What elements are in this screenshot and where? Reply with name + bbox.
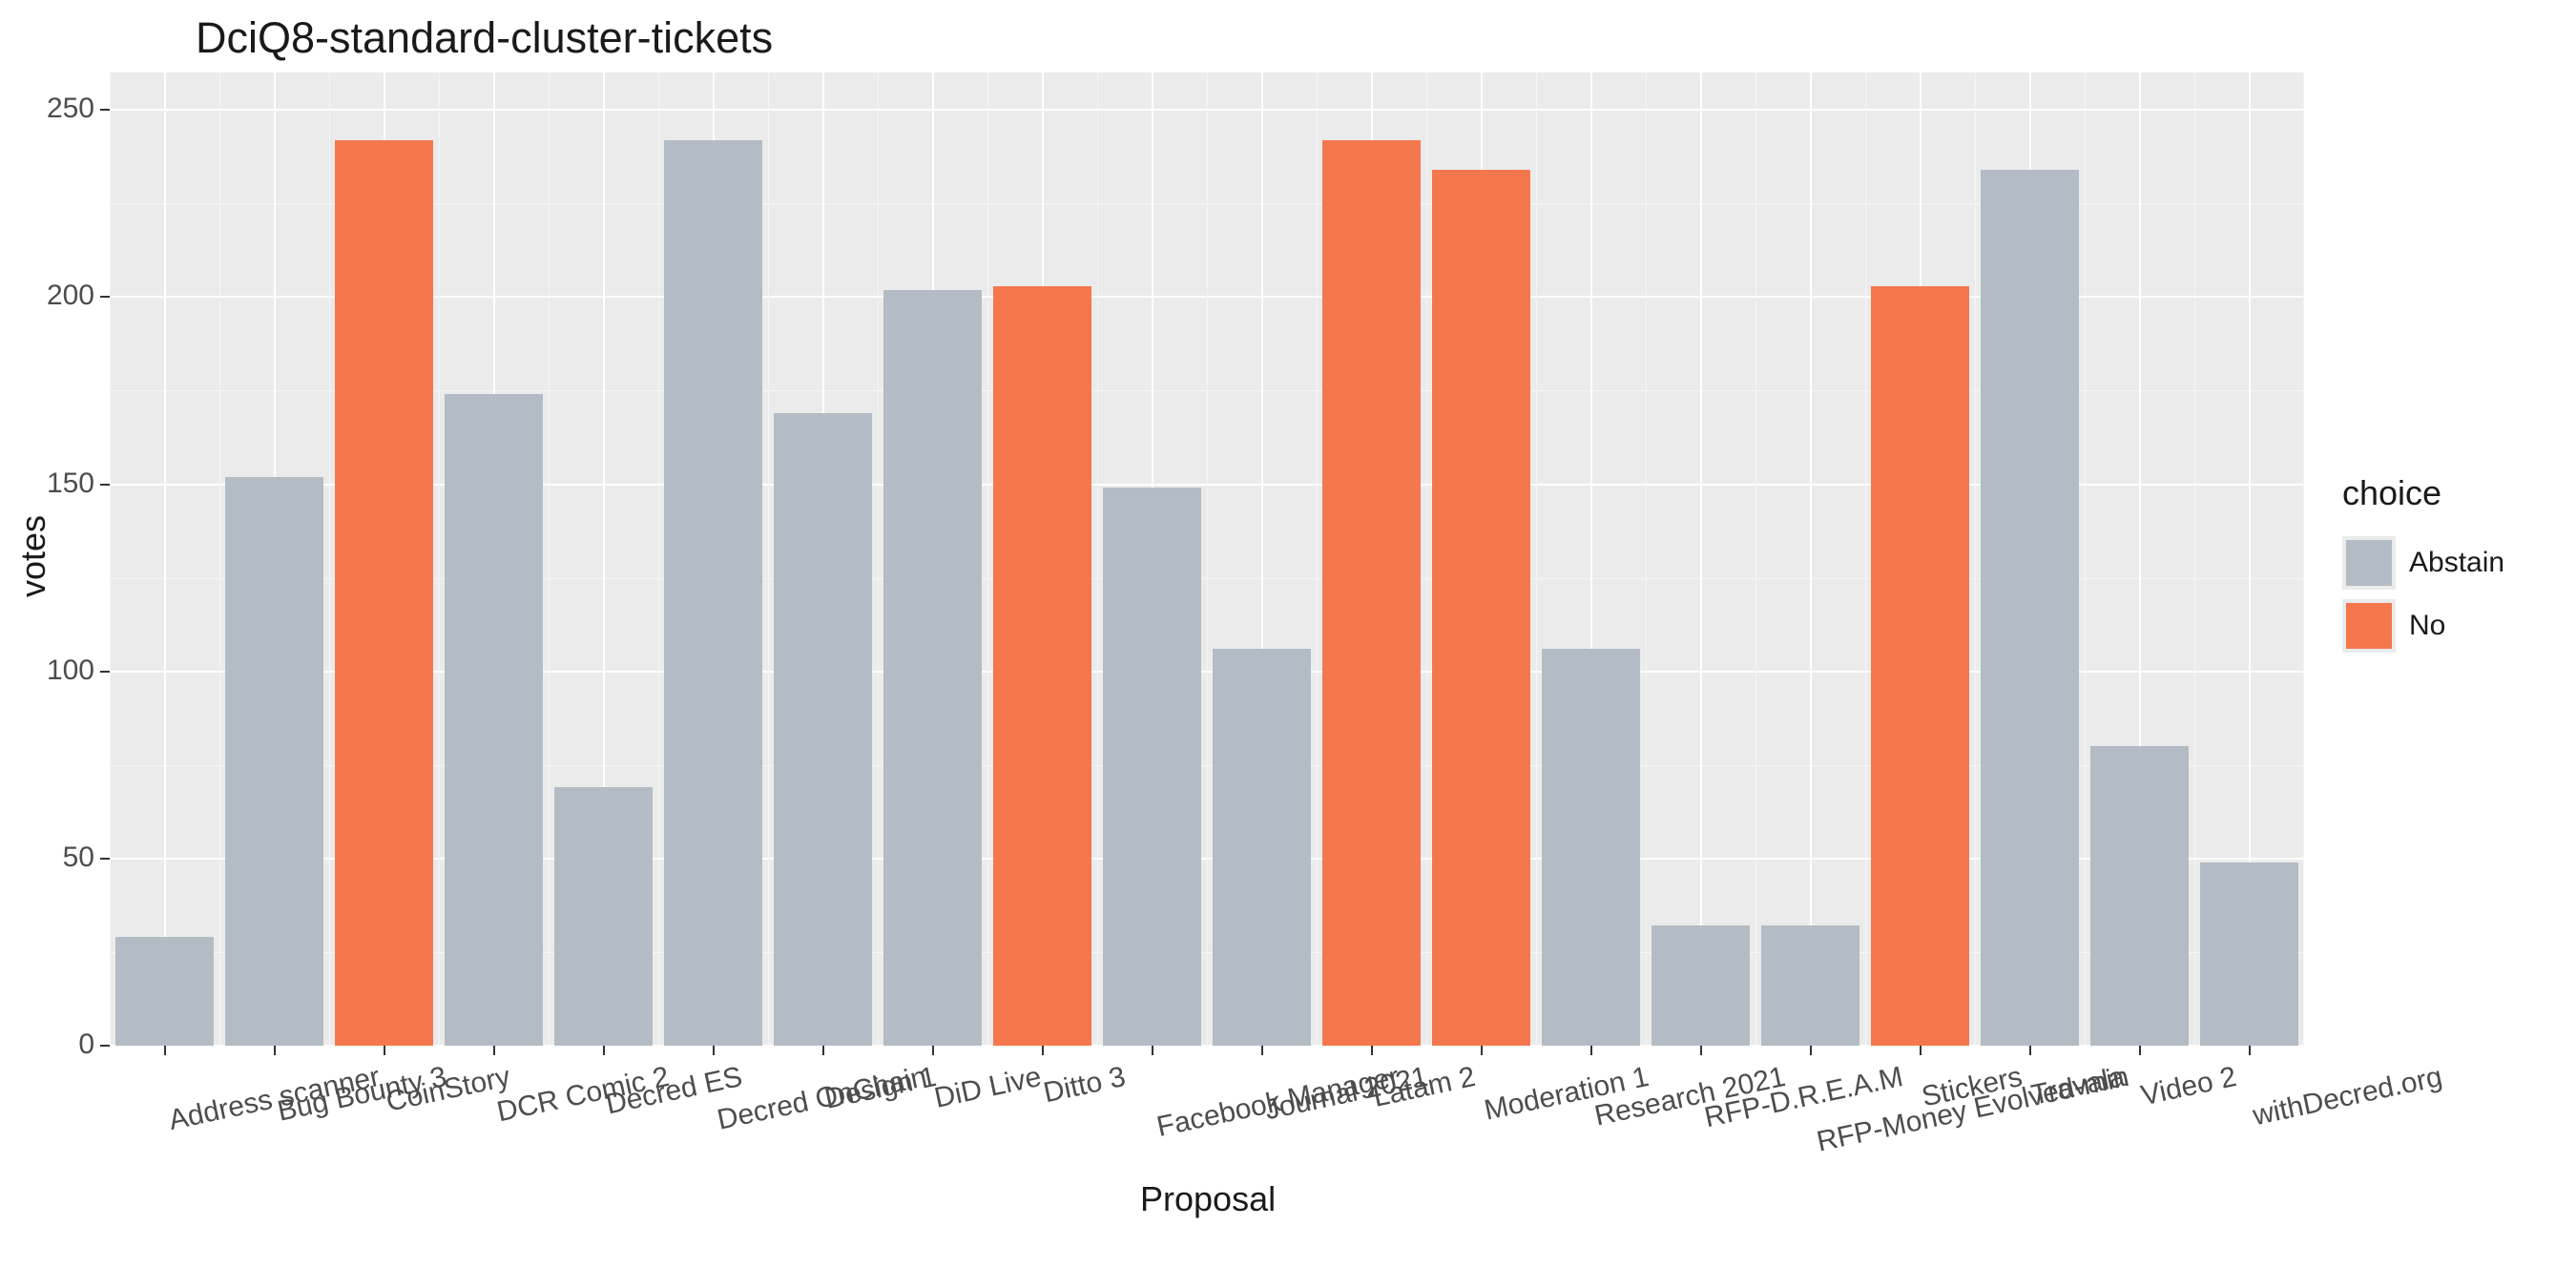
legend-title: choice	[2342, 473, 2504, 513]
x-tick-mark	[2249, 1046, 2251, 1055]
grid-minor-v	[1975, 73, 1976, 1046]
x-tick-mark	[1700, 1046, 1702, 1055]
legend-label: Abstain	[2409, 547, 2504, 579]
bar	[335, 140, 434, 1046]
grid-minor-v	[549, 73, 550, 1046]
grid-minor-v	[1097, 73, 1098, 1046]
bar	[993, 286, 1092, 1046]
grid-minor-v	[1646, 73, 1647, 1046]
y-tick-label: 200	[18, 280, 94, 312]
grid-minor-v	[878, 73, 879, 1046]
x-tick-mark	[1810, 1046, 1812, 1055]
legend: choice Abstain No	[2342, 473, 2504, 662]
bar	[225, 477, 324, 1046]
grid-major-v	[1700, 73, 1702, 1046]
bar	[1322, 140, 1422, 1046]
y-tick-label: 50	[18, 841, 94, 874]
y-tick-mark	[100, 1045, 110, 1047]
y-tick-mark	[100, 296, 110, 298]
bar	[445, 394, 544, 1046]
grid-major-v	[164, 73, 166, 1046]
x-tick-mark	[2029, 1046, 2031, 1055]
grid-minor-v	[329, 73, 330, 1046]
chart-title: DciQ8-standard-cluster-tickets	[196, 13, 773, 63]
x-tick-mark	[713, 1046, 715, 1055]
bar	[2200, 862, 2299, 1046]
x-tick-mark	[1481, 1046, 1483, 1055]
grid-minor-v	[439, 73, 440, 1046]
grid-minor-v	[1317, 73, 1318, 1046]
legend-key	[2342, 599, 2396, 653]
legend-item: Abstain	[2342, 536, 2504, 590]
x-tick-mark	[274, 1046, 276, 1055]
bar	[1981, 170, 2080, 1046]
bar	[1761, 925, 1860, 1046]
x-tick-mark	[603, 1046, 605, 1055]
chart-container: DciQ8-standard-cluster-tickets 0 50 100 150…	[0, 0, 2576, 1288]
bar	[1213, 649, 1312, 1046]
x-tick-label: Video 2	[2138, 1061, 2239, 1112]
x-tick-mark	[1152, 1046, 1153, 1055]
bar	[115, 937, 215, 1046]
bar	[1871, 286, 1970, 1046]
legend-swatch	[2346, 540, 2392, 586]
x-tick-mark	[164, 1046, 166, 1055]
y-tick-label: 250	[18, 93, 94, 125]
x-tick-mark	[1590, 1046, 1592, 1055]
x-tick-mark	[2139, 1046, 2141, 1055]
y-tick-label: 150	[18, 467, 94, 500]
grid-minor-v	[768, 73, 769, 1046]
x-tick-mark	[1920, 1046, 1922, 1055]
grid-minor-v	[219, 73, 220, 1046]
grid-minor-v	[987, 73, 988, 1046]
plot-panel	[110, 73, 2304, 1046]
x-axis-title: Proposal	[1140, 1179, 1276, 1219]
y-axis-title: votes	[13, 515, 53, 597]
x-tick-mark	[384, 1046, 385, 1055]
x-tick-mark	[1042, 1046, 1044, 1055]
legend-label: No	[2409, 610, 2445, 642]
bar	[554, 787, 654, 1046]
grid-minor-v	[1865, 73, 1866, 1046]
y-tick-mark	[100, 484, 110, 486]
x-tick-mark	[1371, 1046, 1373, 1055]
legend-swatch	[2346, 603, 2392, 649]
legend-key	[2342, 536, 2396, 590]
bar	[774, 413, 873, 1046]
x-tick-mark	[1261, 1046, 1263, 1055]
x-tick-mark	[822, 1046, 824, 1055]
x-tick-label: Travala	[2028, 1061, 2128, 1112]
x-tick-mark	[493, 1046, 495, 1055]
grid-major-v	[1810, 73, 1812, 1046]
x-tick-label: Ditto 3	[1040, 1061, 1128, 1110]
grid-minor-v	[658, 73, 659, 1046]
grid-minor-v	[1207, 73, 1208, 1046]
y-tick-label: 0	[18, 1028, 94, 1061]
x-tick-label: DiD Live	[931, 1061, 1044, 1115]
bar	[1542, 649, 1641, 1046]
grid-minor-v	[1755, 73, 1756, 1046]
y-tick-mark	[100, 671, 110, 673]
grid-minor-v	[2085, 73, 2086, 1046]
grid-minor-v	[2194, 73, 2195, 1046]
bar	[1103, 488, 1202, 1046]
grid-minor-v	[2303, 73, 2304, 1046]
y-tick-label: 100	[18, 654, 94, 687]
grid-minor-v	[110, 73, 111, 1046]
bar	[664, 140, 763, 1046]
x-tick-mark	[932, 1046, 934, 1055]
legend-item: No	[2342, 599, 2504, 653]
y-tick-mark	[100, 858, 110, 860]
bar	[1432, 170, 1531, 1046]
y-tick-mark	[100, 109, 110, 111]
bar	[1652, 925, 1751, 1046]
grid-minor-v	[1536, 73, 1537, 1046]
bar	[883, 290, 983, 1046]
x-tick-label: withDecred.org	[2250, 1061, 2444, 1132]
grid-minor-v	[1426, 73, 1427, 1046]
bar	[2090, 746, 2190, 1046]
